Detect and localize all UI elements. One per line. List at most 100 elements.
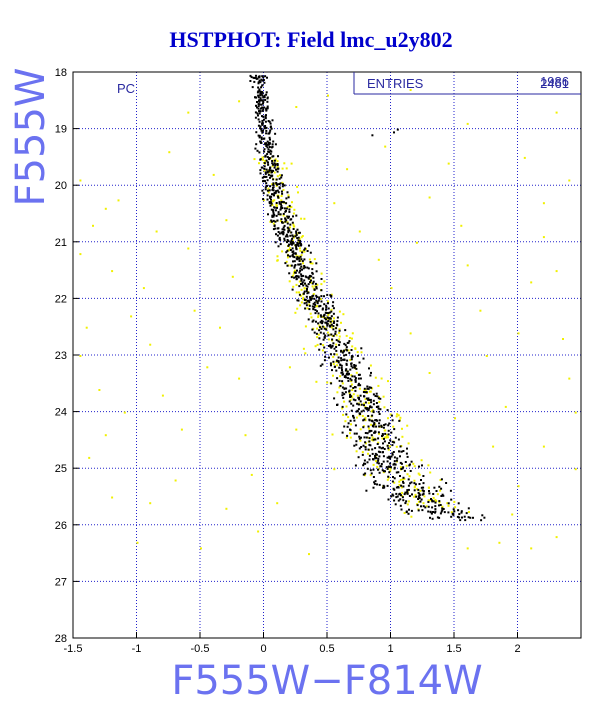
black-data-point [368, 418, 371, 421]
black-data-point [296, 269, 298, 272]
black-data-point [284, 235, 287, 238]
black-data-point [358, 398, 361, 401]
black-data-point [272, 212, 275, 215]
black-data-point [348, 351, 351, 354]
black-data-point [269, 204, 272, 207]
yellow-data-point [384, 429, 387, 432]
grid-lines [73, 72, 581, 638]
black-data-point [371, 448, 374, 451]
y-tick-label: 26 [55, 520, 67, 532]
black-data-point [318, 296, 321, 299]
black-data-point [418, 465, 420, 468]
black-data-point [330, 323, 333, 326]
yellow-data-point [244, 434, 247, 437]
stats-box-value-1: 2461 [540, 76, 569, 91]
black-data-point [366, 385, 369, 388]
yellow-data-point [439, 489, 442, 492]
black-data-point [402, 482, 405, 484]
black-data-point [391, 440, 394, 443]
black-data-point [268, 151, 271, 154]
black-data-point [378, 446, 381, 449]
black-data-point [302, 267, 305, 270]
black-data-point [347, 373, 350, 376]
axis-ticks: -1.5 -1 -0.5 0 0.5 1 1.5 2 18 19 20 21 22 23 24 25 26 27 2… [55, 67, 521, 655]
black-data-point [389, 462, 392, 465]
yellow-data-point [263, 169, 266, 172]
black-data-point [342, 358, 345, 361]
black-data-point [292, 252, 295, 255]
black-data-point [280, 205, 283, 207]
black-data-point [361, 453, 364, 456]
black-data-point [333, 365, 336, 368]
black-data-point [417, 509, 420, 512]
black-data-point [298, 231, 301, 234]
black-data-point [260, 129, 263, 132]
black-data-point [353, 375, 356, 378]
black-data-point [406, 489, 409, 492]
black-data-point [395, 486, 398, 489]
yellow-data-point [555, 111, 558, 114]
black-data-point [308, 308, 311, 311]
black-point-series [249, 74, 486, 522]
yellow-data-point [409, 89, 412, 91]
black-data-point [288, 215, 290, 218]
black-data-point [256, 149, 259, 152]
black-data-point [378, 413, 381, 415]
black-data-point [258, 134, 261, 137]
black-data-point [378, 422, 381, 425]
black-data-point [349, 419, 352, 422]
black-data-point [298, 285, 301, 288]
black-data-point [353, 365, 356, 368]
black-data-point [374, 431, 377, 433]
black-data-point [303, 265, 306, 267]
black-data-point [266, 170, 269, 173]
yellow-data-point [428, 486, 430, 489]
black-data-point [259, 94, 262, 97]
yellow-data-point [377, 441, 380, 444]
yellow-data-point [225, 219, 228, 222]
yellow-data-point [355, 450, 358, 453]
yellow-data-point [351, 345, 354, 348]
black-data-point [344, 391, 347, 394]
black-data-point [431, 499, 434, 502]
black-data-point [259, 110, 262, 113]
yellow-data-point [299, 304, 302, 307]
black-data-point [469, 516, 472, 519]
black-data-point [267, 161, 269, 164]
black-data-point [378, 419, 381, 422]
black-data-point [345, 368, 348, 371]
black-data-point [413, 489, 416, 492]
black-data-point [393, 456, 396, 459]
yellow-data-point [343, 400, 346, 403]
yellow-data-point [329, 333, 331, 336]
yellow-data-point [341, 350, 344, 353]
black-data-point [311, 282, 314, 285]
black-data-point [272, 155, 275, 158]
black-data-point [268, 141, 271, 144]
black-data-point [315, 296, 318, 298]
y-tick-label: 18 [55, 67, 67, 79]
black-data-point [266, 143, 269, 146]
black-data-point [286, 191, 289, 194]
yellow-data-point [282, 214, 285, 217]
yellow-data-point [212, 173, 215, 176]
black-data-point [456, 515, 459, 518]
yellow-data-point [370, 410, 373, 413]
black-data-point [363, 395, 366, 398]
yellow-data-point [349, 399, 352, 401]
black-data-point [260, 86, 263, 89]
yellow-data-point [467, 511, 470, 513]
yellow-data-point [361, 451, 364, 454]
black-data-point [393, 441, 396, 444]
black-data-point [402, 480, 404, 483]
black-data-point [283, 207, 286, 210]
black-data-point [263, 106, 266, 109]
yellow-data-point [492, 445, 495, 448]
black-data-point [288, 204, 291, 207]
black-data-point [277, 245, 280, 248]
black-data-point [345, 387, 348, 390]
black-data-point [320, 315, 323, 318]
black-data-point [371, 134, 374, 137]
yellow-data-point [326, 381, 329, 384]
yellow-data-point [275, 184, 278, 187]
